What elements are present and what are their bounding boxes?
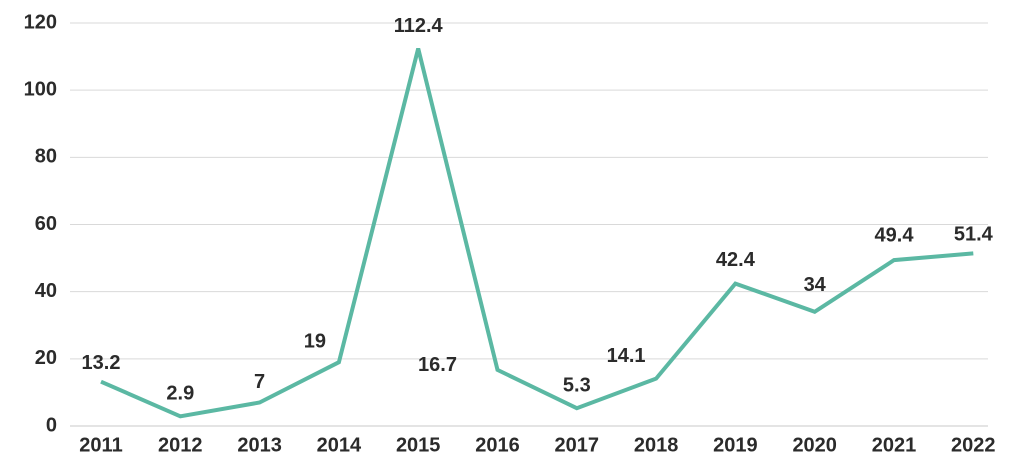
x-tick-label: 2015: [396, 434, 441, 456]
y-tick-label: 60: [35, 213, 57, 235]
data-labels: 13.2 2.9 7 19 112.4 16.7 5.3 14.1 42.4 34 49.4 51.4: [82, 15, 994, 405]
x-tick-label: 2011: [79, 434, 122, 456]
data-label: 42.4: [716, 249, 756, 271]
x-tick-label: 2012: [158, 434, 203, 456]
y-tick-label: 100: [24, 78, 57, 100]
x-tick-label: 2014: [317, 434, 362, 456]
data-label: 7: [254, 371, 265, 393]
y-axis-tick-labels: 0 20 40 60 80 100 120: [24, 11, 57, 436]
series-lines: [100, 48, 974, 419]
y-tick-label: 0: [46, 414, 57, 436]
data-label: 13.2: [82, 352, 121, 374]
y-tick-label: 120: [24, 11, 57, 33]
y-tick-label: 80: [35, 146, 57, 168]
data-label: 49.4: [875, 224, 915, 246]
x-axis-tick-labels: 2011 2012 2013 2014 2015 2016 2017 2018 2019 2020…: [79, 434, 995, 456]
x-tick-label: 2017: [555, 434, 600, 456]
x-tick-label: 2018: [634, 434, 679, 456]
data-label: 19: [304, 330, 326, 352]
y-tick-label: 40: [35, 280, 57, 302]
data-label: 51.4: [954, 224, 994, 246]
y-tick-label: 20: [35, 347, 57, 369]
data-label: 5.3: [563, 374, 591, 396]
x-tick-label: 2016: [475, 434, 520, 456]
x-tick-label: 2019: [713, 434, 758, 456]
data-label: 112.4: [394, 15, 444, 37]
x-tick-label: 2022: [951, 434, 996, 456]
data-label: 2.9: [166, 383, 194, 405]
data-label: 14.1: [607, 345, 646, 367]
x-tick-label: 2020: [792, 434, 837, 456]
x-tick-label: 2013: [237, 434, 282, 456]
data-label: 16.7: [418, 354, 457, 376]
x-tick-label: 2021: [872, 434, 917, 456]
data-label: 34: [804, 274, 827, 296]
series-line: [100, 48, 974, 419]
gridlines: [70, 22, 988, 360]
